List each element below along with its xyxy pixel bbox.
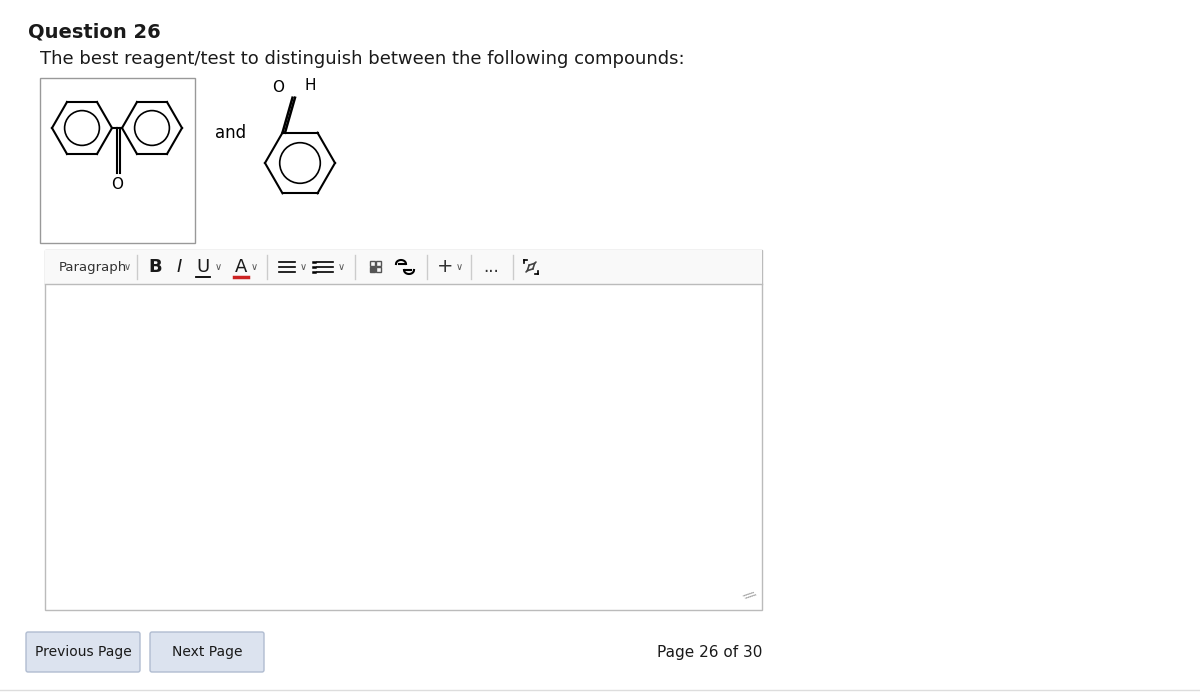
FancyBboxPatch shape	[150, 632, 264, 672]
FancyBboxPatch shape	[40, 78, 194, 243]
Bar	[370, 267, 374, 272]
Text: Next Page: Next Page	[172, 645, 242, 659]
Text: O: O	[272, 80, 284, 95]
Text: ∨: ∨	[124, 262, 131, 272]
Text: U: U	[197, 258, 210, 276]
Text: O: O	[112, 177, 124, 192]
Text: H: H	[305, 77, 317, 93]
Text: Page 26 of 30: Page 26 of 30	[656, 644, 762, 660]
Text: and: and	[215, 124, 246, 142]
Bar	[376, 261, 382, 266]
Text: ∨: ∨	[300, 262, 306, 272]
Text: ∨: ∨	[251, 262, 258, 272]
Text: ∨: ∨	[215, 262, 222, 272]
Text: The best reagent/test to distinguish between the following compounds:: The best reagent/test to distinguish bet…	[40, 50, 685, 68]
Text: ∨: ∨	[456, 262, 462, 272]
Text: ...: ...	[484, 258, 499, 276]
FancyBboxPatch shape	[46, 250, 762, 610]
Bar	[376, 267, 382, 272]
Text: ∨: ∨	[337, 262, 344, 272]
Text: Previous Page: Previous Page	[35, 645, 131, 659]
Text: Question 26: Question 26	[28, 23, 161, 42]
Text: +: +	[437, 258, 454, 276]
FancyBboxPatch shape	[26, 632, 140, 672]
Text: I: I	[176, 258, 181, 276]
Bar	[370, 261, 374, 266]
Text: B: B	[148, 258, 162, 276]
Text: A: A	[235, 258, 247, 276]
FancyBboxPatch shape	[46, 250, 762, 284]
Text: //: //	[742, 587, 757, 602]
Text: Paragraph: Paragraph	[59, 260, 127, 274]
